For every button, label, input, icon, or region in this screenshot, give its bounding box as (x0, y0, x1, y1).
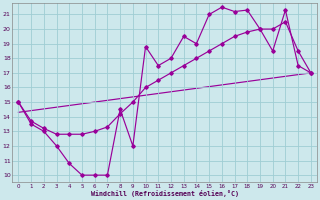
X-axis label: Windchill (Refroidissement éolien,°C): Windchill (Refroidissement éolien,°C) (91, 190, 239, 197)
